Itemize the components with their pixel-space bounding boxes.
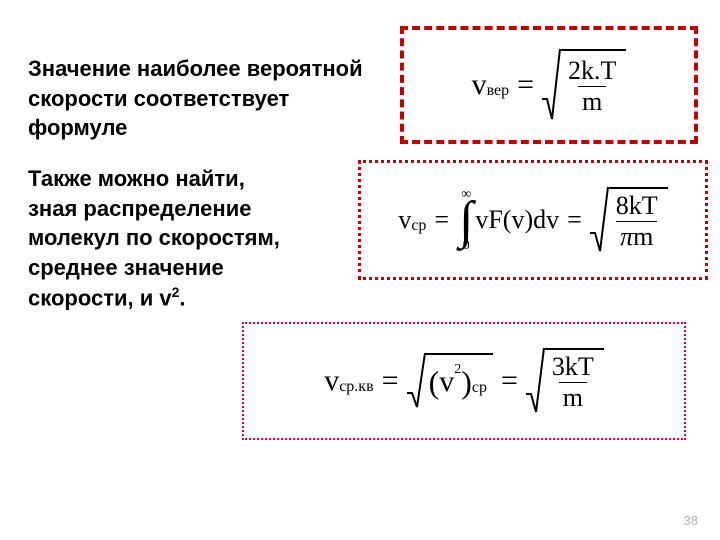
f2-eq-1: = (434, 205, 449, 235)
paragraph-mean-speed: Также можно найти, зная распределение мо… (28, 164, 348, 313)
paragraph-most-probable-speed: Значение наиболее вероятной скорости соо… (28, 54, 368, 143)
f2-integrand: vF(v)dv (475, 205, 559, 235)
f3-inner-v: v (439, 365, 454, 399)
f1-num: 2k.T (564, 57, 620, 85)
formula-most-probable: vвер = 2k.T m (472, 49, 627, 121)
f2-den-pi: π (620, 222, 633, 251)
f3-num: 3kT (548, 353, 598, 381)
f3-eq-2: = (501, 364, 518, 398)
f3-inner-sup: 2 (454, 362, 461, 378)
para2-line3: молекул по скоростям, (28, 225, 280, 250)
formula-box-rms: vср.кв = (v2)ср = 3kT m (242, 322, 686, 440)
para2-line1: Также можно найти, (28, 166, 245, 191)
sqrt-icon (590, 187, 608, 253)
page-number: 38 (684, 513, 698, 528)
f2-den: m (633, 222, 653, 251)
sqrt-icon (542, 49, 560, 121)
f1-v: v (472, 68, 487, 102)
para2-line4: среднее значение (28, 255, 224, 280)
para2-dot: . (179, 285, 185, 310)
f2-eq-2: = (567, 205, 582, 235)
integral-icon: ∞ ∫ 0 (459, 189, 473, 252)
f2-num: 8kT (612, 192, 662, 220)
f3-sub: ср.кв (339, 378, 373, 396)
f2-sub: ср (411, 217, 426, 235)
para2-line5: скорости, и v (28, 285, 172, 310)
para2-line2: зная распределение (28, 196, 251, 221)
formula-box-most-probable: vвер = 2k.T m (400, 26, 698, 144)
f1-den: m (578, 86, 606, 115)
f3-den: m (559, 382, 587, 411)
f3-v: v (324, 364, 339, 398)
f3-eq-1: = (382, 364, 399, 398)
sqrt-icon (526, 348, 544, 414)
f2-int-lower: 0 (463, 240, 470, 252)
f1-sub: вер (487, 82, 510, 100)
formula-rms: vср.кв = (v2)ср = 3kT m (324, 348, 604, 414)
f2-v: v (398, 205, 411, 235)
sqrt-icon (407, 353, 425, 409)
formula-box-mean: vср = ∞ ∫ 0 vF(v)dv = 8kT πm (358, 160, 708, 280)
formula-mean: vср = ∞ ∫ 0 vF(v)dv = 8kT πm (398, 187, 667, 253)
para1-text: Значение наиболее вероятной скорости соо… (28, 56, 363, 140)
f3-inner-sub: ср (472, 379, 487, 397)
f1-eq: = (517, 68, 534, 102)
